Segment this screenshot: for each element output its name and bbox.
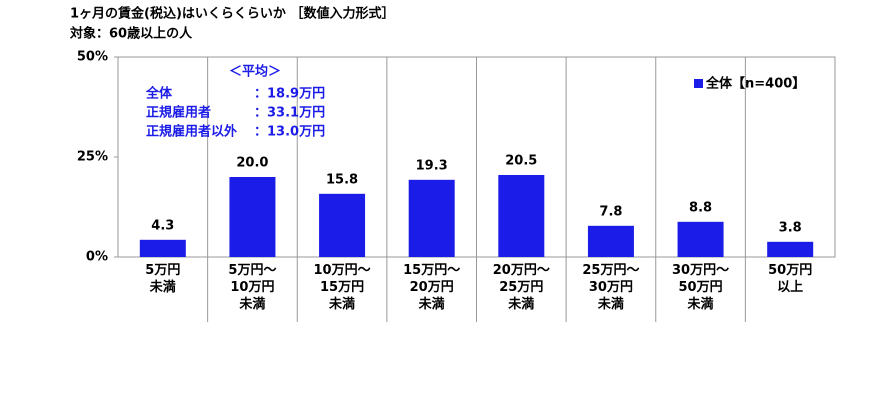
- legend-swatch: [694, 79, 703, 88]
- annotation-value: ：13.0万円: [254, 125, 325, 140]
- data-label: 19.3: [416, 158, 448, 173]
- x-tick-label: 25万円～ 30万円 未満: [582, 263, 640, 312]
- data-label: 8.8: [689, 200, 712, 215]
- bar: [767, 241, 814, 257]
- y-tick-label: 0%: [86, 250, 108, 265]
- annotation-title: ＜平均＞: [229, 64, 281, 80]
- y-tick-label: 25%: [77, 150, 108, 165]
- x-tick-label: 20万円～ 25万円 未満: [492, 263, 550, 312]
- annotation-label: 正規雇用者以外: [146, 124, 237, 140]
- x-tick-label: 30万円～ 50万円 未満: [672, 263, 730, 312]
- data-label: 4.3: [151, 218, 174, 233]
- chart-subtitle: 対象：60歳以上の人: [69, 26, 193, 42]
- bar: [587, 225, 634, 257]
- legend-label: 全体【n=400】: [705, 76, 805, 92]
- annotation-label: 正規雇用者: [146, 105, 211, 121]
- bar: [498, 175, 545, 257]
- bar: [408, 179, 455, 257]
- data-label: 7.8: [599, 204, 622, 219]
- data-label: 20.0: [236, 156, 268, 171]
- data-label: 20.5: [505, 154, 537, 169]
- annotation-value: ：33.1万円: [254, 106, 325, 121]
- x-tick-label: 5万円 未満: [145, 263, 181, 295]
- x-tick-label: 50万円 以上: [768, 263, 813, 295]
- x-tick-label: 10万円～ 15万円 未満: [313, 263, 371, 312]
- chart-title: 1ヶ月の賃金(税込)はいくらくらいか ［数値入力形式］: [70, 6, 394, 22]
- bar: [229, 177, 276, 257]
- bar: [319, 193, 366, 257]
- annotation-label: 全体: [145, 86, 173, 102]
- x-tick-label: 15万円～ 20万円 未満: [403, 263, 461, 312]
- data-label: 3.8: [779, 220, 802, 235]
- annotation-value: ：18.9万円: [254, 87, 325, 102]
- bar: [139, 239, 186, 257]
- data-label: 15.8: [326, 172, 358, 187]
- x-tick-label: 5万円～ 10万円 未満: [228, 263, 277, 312]
- y-tick-label: 50%: [77, 50, 108, 65]
- bar: [677, 221, 724, 257]
